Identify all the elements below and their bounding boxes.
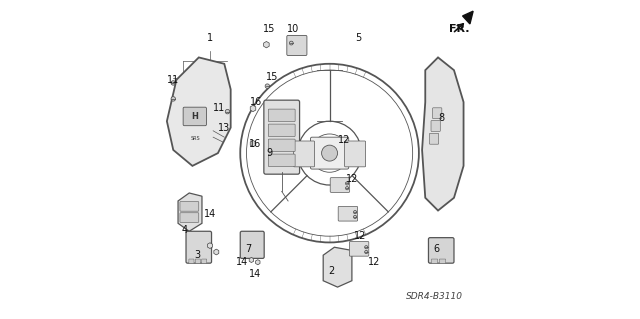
Text: SRS: SRS	[190, 136, 200, 141]
FancyBboxPatch shape	[439, 259, 445, 263]
Polygon shape	[207, 243, 212, 249]
Text: 1: 1	[207, 33, 213, 43]
Text: 9: 9	[266, 148, 272, 158]
FancyBboxPatch shape	[429, 133, 438, 144]
FancyBboxPatch shape	[268, 139, 295, 152]
Polygon shape	[463, 11, 473, 24]
Circle shape	[353, 215, 356, 219]
Text: 3: 3	[194, 250, 200, 260]
Text: 6: 6	[433, 244, 440, 254]
FancyBboxPatch shape	[433, 108, 442, 119]
FancyBboxPatch shape	[431, 259, 438, 263]
Text: 13: 13	[218, 122, 230, 133]
Text: 16: 16	[250, 97, 262, 107]
Polygon shape	[323, 247, 352, 287]
Text: 7: 7	[245, 244, 252, 254]
FancyBboxPatch shape	[428, 238, 454, 263]
FancyBboxPatch shape	[268, 124, 295, 137]
Text: 11: 11	[213, 103, 226, 114]
FancyBboxPatch shape	[180, 213, 199, 222]
FancyBboxPatch shape	[264, 100, 300, 174]
Text: 15: 15	[266, 71, 278, 82]
Text: 14: 14	[248, 269, 260, 279]
FancyBboxPatch shape	[287, 35, 307, 56]
Text: 12: 12	[338, 135, 350, 145]
Text: 14: 14	[236, 256, 248, 267]
Polygon shape	[214, 249, 219, 255]
Polygon shape	[255, 260, 260, 265]
FancyBboxPatch shape	[310, 137, 349, 169]
FancyBboxPatch shape	[349, 241, 369, 256]
FancyBboxPatch shape	[294, 141, 315, 167]
FancyBboxPatch shape	[268, 109, 295, 122]
Text: 8: 8	[438, 113, 444, 123]
Text: 10: 10	[287, 24, 299, 34]
FancyBboxPatch shape	[344, 141, 365, 167]
Text: FR.: FR.	[449, 24, 470, 34]
FancyBboxPatch shape	[202, 259, 207, 263]
FancyBboxPatch shape	[240, 231, 264, 258]
Text: SDR4-B3110: SDR4-B3110	[406, 292, 463, 301]
Text: H: H	[191, 112, 198, 121]
Text: 12: 12	[354, 231, 366, 241]
FancyBboxPatch shape	[195, 259, 200, 263]
Circle shape	[346, 187, 349, 190]
Text: 16: 16	[248, 138, 260, 149]
Text: 4: 4	[181, 225, 188, 235]
Circle shape	[353, 211, 356, 214]
FancyBboxPatch shape	[186, 231, 212, 263]
Circle shape	[225, 109, 230, 114]
Text: 12: 12	[346, 174, 358, 184]
Circle shape	[346, 182, 349, 185]
Text: 12: 12	[368, 256, 380, 267]
Circle shape	[321, 145, 337, 161]
Text: 11: 11	[167, 75, 179, 85]
FancyBboxPatch shape	[338, 206, 358, 221]
Text: 15: 15	[263, 24, 275, 34]
Polygon shape	[167, 57, 230, 166]
Text: 2: 2	[328, 266, 334, 276]
Polygon shape	[250, 105, 256, 112]
FancyBboxPatch shape	[180, 202, 199, 211]
FancyBboxPatch shape	[183, 107, 207, 126]
Polygon shape	[249, 257, 253, 263]
Text: 5: 5	[355, 33, 362, 43]
Circle shape	[365, 246, 368, 249]
FancyBboxPatch shape	[330, 178, 349, 192]
Polygon shape	[250, 140, 256, 147]
Polygon shape	[178, 193, 202, 231]
Circle shape	[171, 81, 175, 85]
Circle shape	[289, 41, 293, 45]
Polygon shape	[264, 41, 269, 48]
Text: 14: 14	[204, 209, 216, 219]
FancyBboxPatch shape	[268, 154, 295, 167]
Circle shape	[365, 250, 368, 254]
Polygon shape	[422, 57, 463, 211]
Circle shape	[171, 97, 175, 101]
FancyBboxPatch shape	[431, 121, 440, 131]
FancyBboxPatch shape	[189, 259, 194, 263]
Circle shape	[265, 84, 269, 88]
